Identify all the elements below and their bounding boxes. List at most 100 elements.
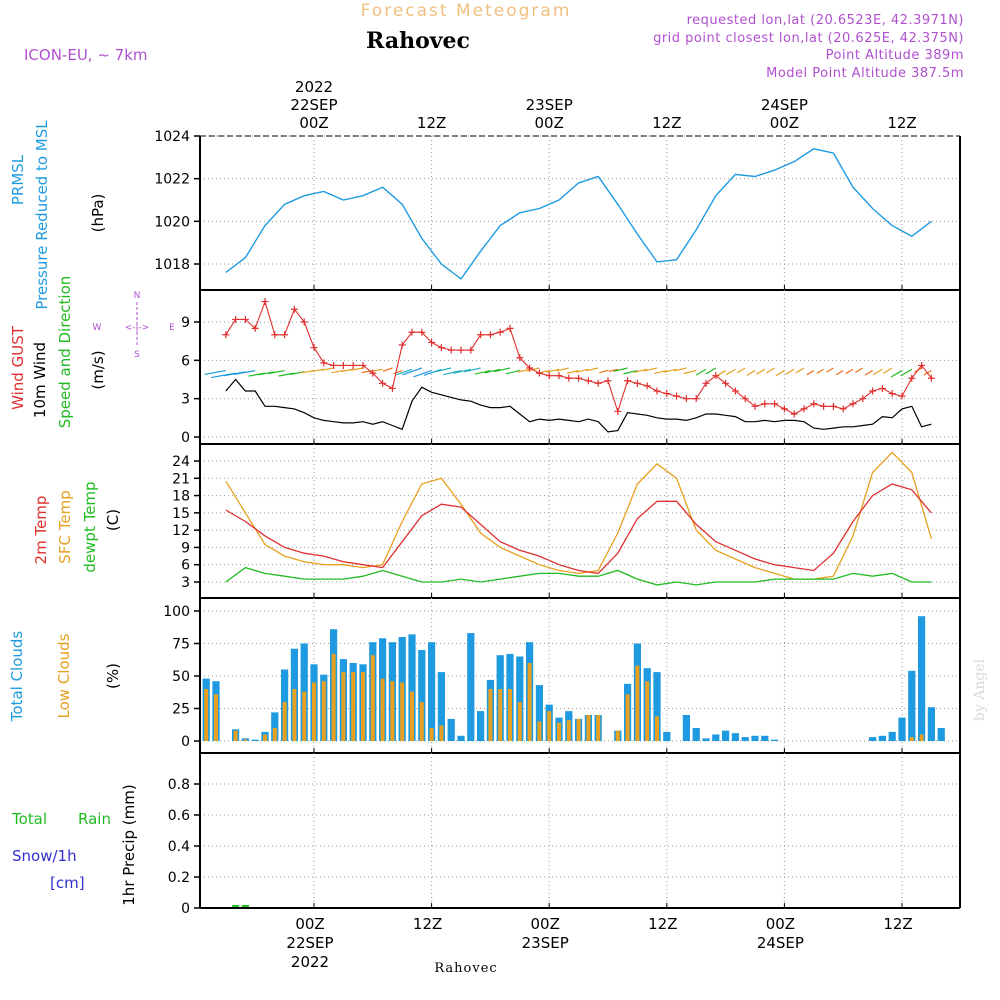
clouds-tick-label: 0	[181, 734, 190, 750]
gust-point	[359, 361, 367, 369]
wind-tick-label: 3	[181, 392, 190, 408]
low-cloud-bar	[302, 691, 307, 741]
compass-w: W	[93, 323, 102, 333]
gust-point	[300, 318, 308, 326]
gust-point	[339, 361, 347, 369]
total-cloud-bar	[751, 735, 759, 741]
wind-arrow	[806, 370, 815, 376]
gust-point	[859, 395, 867, 403]
wind-speed-direction-label: Speed and Direction	[56, 276, 74, 429]
total-cloud-bar	[927, 707, 935, 741]
bottom-hour-labels: 00Z 12Z 00Z 12Z 00Z 12Z	[295, 915, 912, 933]
clouds-tick-label: 75	[172, 637, 190, 653]
low-clouds-label: Low Clouds	[55, 633, 73, 718]
wind-arrow	[633, 368, 648, 373]
gust-point	[555, 372, 563, 380]
wind-arrow	[464, 367, 481, 373]
gust-line	[225, 299, 932, 415]
total-cloud-bar	[437, 672, 445, 741]
wind-arrow	[586, 367, 599, 372]
gust-point	[633, 379, 641, 387]
low-cloud-bar	[557, 722, 561, 741]
precip-tick-label: 0	[181, 901, 190, 917]
gust-point	[330, 361, 338, 369]
total-cloud-bar	[712, 734, 720, 741]
low-cloud-bar	[410, 691, 414, 741]
wind-gust-label: Wind GUST	[9, 325, 27, 410]
wind-arrow	[474, 369, 491, 375]
wind-arrow	[599, 369, 609, 374]
gust-point	[251, 324, 259, 332]
gust-point	[349, 361, 357, 369]
bottom-date-label: 23SEP	[522, 934, 569, 952]
gust-point	[702, 379, 710, 387]
gust-point	[849, 400, 857, 408]
total-cloud-bar	[653, 672, 661, 741]
total-cloud-bar	[457, 735, 465, 741]
gust-point	[516, 354, 524, 362]
dewpt-label: dewpt Temp	[81, 481, 99, 572]
total-cloud-bar	[251, 739, 259, 741]
total-cloud-bar	[418, 650, 426, 741]
wind-arrow	[556, 367, 569, 372]
wind-panel: 0 3 6 9	[181, 290, 961, 446]
total-cloud-bar	[898, 717, 906, 741]
precip-total-label: Total	[11, 810, 47, 828]
low-cloud-bar	[204, 689, 209, 741]
low-cloud-bar	[488, 689, 493, 741]
gust-point	[829, 402, 837, 410]
total-cloud-bar	[869, 737, 877, 741]
bottom-hour-label: 00Z	[531, 915, 560, 933]
gust-point	[673, 392, 681, 400]
gust-point	[447, 346, 455, 354]
bottom-hour-label: 00Z	[295, 915, 324, 933]
gust-point	[526, 364, 534, 372]
clouds-tick-label: 50	[172, 669, 190, 685]
gust-point	[271, 331, 279, 339]
precip-rain-label: Rain	[78, 810, 111, 828]
wind-arrow	[855, 367, 864, 373]
gust-point	[653, 387, 661, 395]
wind-arrow	[613, 367, 628, 372]
wind-arrow	[413, 369, 432, 378]
total-cloud-bar	[467, 633, 475, 741]
rain-bar	[241, 904, 249, 907]
gust-point	[692, 395, 700, 403]
gust-point	[731, 387, 739, 395]
precip-tick-label: 0.8	[168, 777, 190, 793]
top-hour-label: 12Z	[887, 114, 916, 132]
precip-series	[232, 904, 249, 907]
low-cloud-bar	[233, 730, 238, 741]
wind-arrow	[546, 368, 560, 373]
total-cloud-bar	[408, 634, 416, 741]
wind-arrow	[845, 368, 854, 375]
wind-unit-label: (m/s)	[89, 350, 107, 389]
wind-arrow	[736, 367, 746, 374]
wind-arrow	[396, 368, 413, 376]
precip-tick-label: 0.4	[168, 839, 190, 855]
wind-arrow	[644, 367, 658, 372]
wind-tick-label: 0	[181, 430, 190, 446]
gust-point	[927, 374, 935, 382]
low-cloud-bar	[537, 721, 542, 741]
wind-arrow	[350, 367, 364, 371]
wind-arrow	[393, 369, 403, 375]
compass-e: E	[169, 323, 175, 333]
low-cloud-bar	[615, 730, 620, 741]
temp-tick-label: 18	[172, 489, 190, 505]
total-cloud-bar	[771, 739, 779, 741]
temp-tick-label: 12	[172, 523, 190, 539]
pressure-tick-label: 1024	[154, 129, 190, 145]
gust-point	[869, 387, 877, 395]
top-hour-labels: 00Z 12Z 00Z 12Z 00Z 12Z	[299, 114, 916, 132]
gust-point	[790, 410, 798, 418]
total-clouds-label: Total Clouds	[8, 631, 26, 723]
total-cloud-bar	[535, 685, 543, 741]
gust-point	[261, 298, 269, 306]
wind-arrow	[756, 368, 766, 375]
gust-point	[477, 331, 485, 339]
gust-point	[575, 374, 583, 382]
wind-arrow	[826, 367, 834, 373]
gust-point	[839, 405, 847, 413]
